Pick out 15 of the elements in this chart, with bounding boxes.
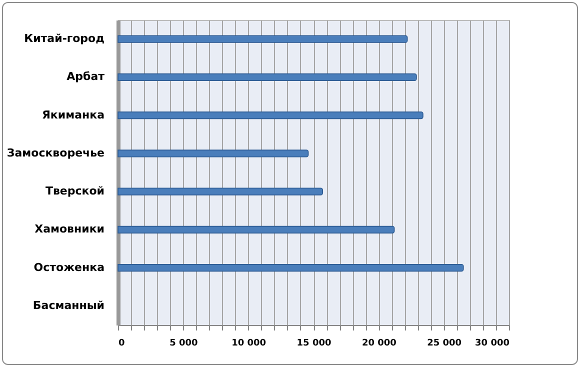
- x-tick-label: 0: [118, 338, 125, 348]
- x-tick-label: 10 000: [232, 338, 266, 348]
- y-tick-label: Остоженка: [34, 260, 104, 274]
- y-tick-label: Басманный: [32, 298, 104, 312]
- y-tick-label: Арбат: [66, 70, 106, 84]
- x-tick-label: 30 000: [475, 338, 510, 348]
- y-tick-label: Китай-город: [24, 32, 105, 46]
- y-tick-label: Замоскворечье: [6, 146, 104, 160]
- x-tick-label: 15 000: [296, 338, 332, 348]
- y-tick-label: Хамовники: [34, 222, 104, 236]
- y-tick-label: Тверской: [45, 184, 104, 198]
- x-tick-label: 25 000: [427, 338, 462, 348]
- y-tick-label: Якиманка: [42, 108, 104, 122]
- x-tick-label: 5 000: [170, 338, 198, 348]
- x-tick-label: 20 000: [362, 338, 396, 348]
